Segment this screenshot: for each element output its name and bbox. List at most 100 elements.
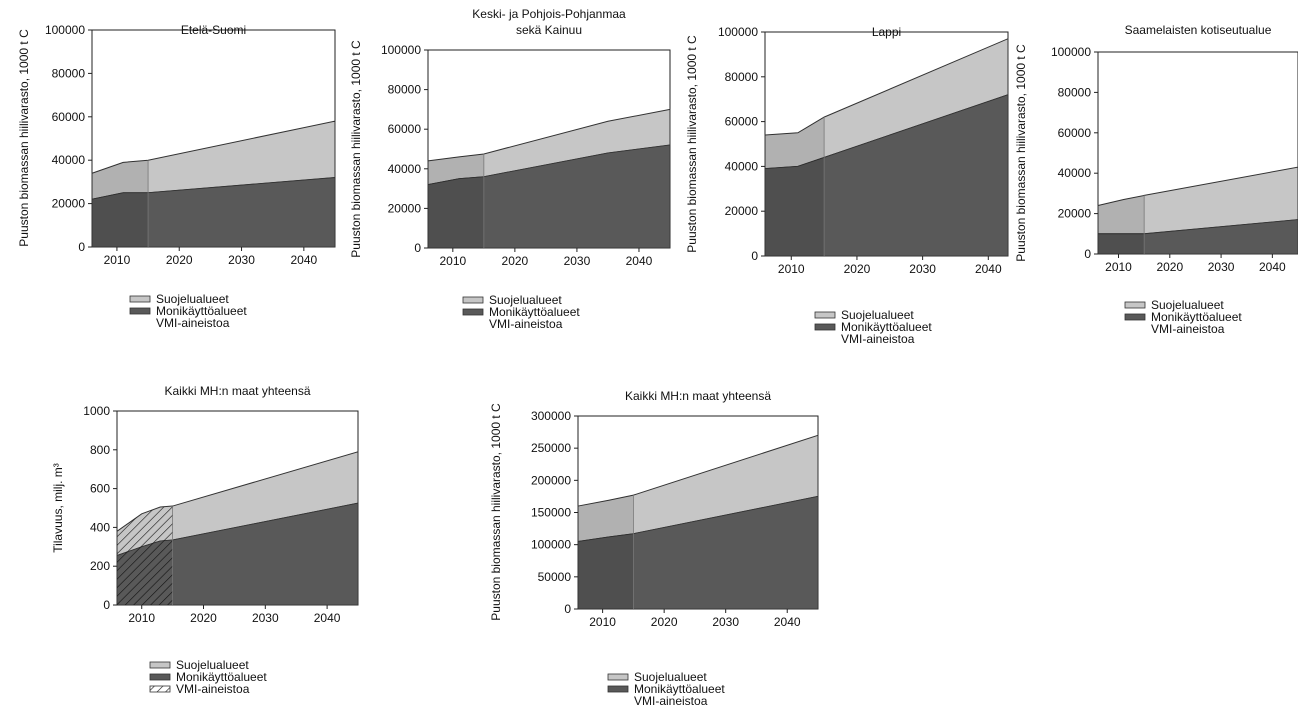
y-tick-label: 100000 xyxy=(381,43,421,57)
y-tick-label: 150000 xyxy=(531,506,571,520)
chart-title: Kaikki MH:n maat yhteensä xyxy=(625,389,771,403)
vmi-period-overlay xyxy=(578,495,634,609)
y-tick-label: 80000 xyxy=(388,83,422,97)
legend-label: VMI-aineistoa xyxy=(1151,322,1225,336)
legend-swatch xyxy=(129,295,151,303)
x-tick-label: 2010 xyxy=(439,254,466,268)
legend-swatch-hatched xyxy=(149,685,171,693)
y-tick-label: 300000 xyxy=(531,409,571,423)
y-tick-label: 0 xyxy=(564,602,571,616)
y-tick-label: 60000 xyxy=(388,122,422,136)
x-tick-label: 2030 xyxy=(909,262,936,276)
legend-label: Suojelualueet xyxy=(156,292,229,306)
y-tick-label: 80000 xyxy=(52,66,86,80)
x-tick-label: 2030 xyxy=(712,615,739,629)
legend-label: Suojelualueet xyxy=(176,658,249,672)
legend-label: VMI-aineistoa xyxy=(489,317,563,331)
legend-swatch xyxy=(814,311,836,319)
y-tick-label: 100000 xyxy=(1051,45,1091,59)
legend-swatch xyxy=(129,307,151,315)
legend-label: Monikäyttöalueet xyxy=(634,682,725,696)
y-tick-label: 80000 xyxy=(1058,85,1092,99)
legend-label: VMI-aineistoa xyxy=(176,682,250,696)
legend-label: Suojelualueet xyxy=(1151,298,1224,312)
x-tick-label: 2040 xyxy=(1259,260,1286,274)
y-tick-label: 0 xyxy=(78,240,85,254)
y-tick-label: 200000 xyxy=(531,473,571,487)
legend-label: Suojelualueet xyxy=(489,293,562,307)
x-tick-label: 2040 xyxy=(626,254,653,268)
x-tick-label: 2040 xyxy=(774,615,801,629)
chart-title-line: Keski- ja Pohjois-Pohjanmaa xyxy=(472,7,626,21)
y-tick-label: 20000 xyxy=(1058,207,1092,221)
y-tick-label: 20000 xyxy=(52,197,86,211)
x-tick-label: 2010 xyxy=(104,253,131,267)
y-tick-label: 60000 xyxy=(1058,126,1092,140)
chart-title: Etelä-Suomi xyxy=(181,23,246,37)
y-tick-label: 20000 xyxy=(388,201,422,215)
y-tick-label: 100000 xyxy=(45,23,85,37)
chart-panel-2: 0 20000 40000 60000 80000 100000 2010 2020 2030 2… xyxy=(349,7,671,331)
y-tick-label: 80000 xyxy=(725,70,759,84)
chart-title: Lappi xyxy=(872,25,901,39)
chart-panel-6: 0 50000 100000 150000 200000 250000 300000 2010… xyxy=(489,389,819,708)
y-axis-label: Puuston biomassan hiilivarasto, 1000 t C xyxy=(489,403,503,621)
chart-title: Kaikki MH:n maat yhteensä xyxy=(164,384,310,398)
x-tick-label: 2020 xyxy=(651,615,678,629)
legend-label: Monikäyttöalueet xyxy=(176,670,267,684)
y-tick-label: 600 xyxy=(90,482,110,496)
legend-swatch xyxy=(607,673,629,681)
vmi-period-hatch xyxy=(117,506,173,605)
legend-label: VMI-aineistoa xyxy=(634,694,708,708)
y-axis-label: Puuston biomassan hiilivarasto, 1000 t C xyxy=(1014,44,1028,262)
y-axis-label: Tilavuus, milj. m³ xyxy=(51,463,65,553)
x-tick-label: 2010 xyxy=(778,262,805,276)
chart-panel-5: 0 200 400 600 800 1000 2010 2020 2030 2040 Kaikki … xyxy=(51,384,359,696)
y-tick-label: 60000 xyxy=(725,115,759,129)
legend: SuojelualueetMonikäyttöalueetVMI-aineist… xyxy=(607,670,725,708)
x-tick-label: 2040 xyxy=(290,253,317,267)
y-tick-label: 1000 xyxy=(83,404,110,418)
x-tick-label: 2020 xyxy=(844,262,871,276)
legend-label: Suojelualueet xyxy=(841,308,914,322)
legend: SuojelualueetMonikäyttöalueetVMI-aineist… xyxy=(462,293,580,331)
y-tick-label: 20000 xyxy=(725,204,759,218)
series-area-monikayttoalueet xyxy=(427,144,671,249)
legend-swatch xyxy=(462,296,484,304)
x-tick-label: 2010 xyxy=(1105,260,1132,274)
y-tick-label: 0 xyxy=(414,241,421,255)
x-tick-label: 2030 xyxy=(564,254,591,268)
y-tick-label: 60000 xyxy=(52,110,86,124)
y-tick-label: 0 xyxy=(1084,247,1091,261)
legend-swatch xyxy=(814,323,836,331)
y-tick-label: 250000 xyxy=(531,441,571,455)
vmi-period-overlay xyxy=(92,160,149,247)
x-tick-label: 2040 xyxy=(314,611,341,625)
legend-swatch xyxy=(1124,313,1146,321)
legend-label: Suojelualueet xyxy=(634,670,707,684)
vmi-period-overlay xyxy=(1098,195,1145,254)
y-axis-label: Puuston biomassan hiilivarasto, 1000 t C xyxy=(349,40,363,258)
chart-panel-3: 0 20000 40000 60000 80000 100000 2010 2020 2030 2… xyxy=(685,25,1009,346)
y-tick-label: 100000 xyxy=(531,538,571,552)
x-tick-label: 2010 xyxy=(589,615,616,629)
y-tick-label: 50000 xyxy=(538,570,572,584)
x-tick-label: 2040 xyxy=(975,262,1002,276)
y-tick-label: 400 xyxy=(90,520,110,534)
legend-swatch xyxy=(149,673,171,681)
legend-label: Monikäyttöalueet xyxy=(489,305,580,319)
legend-swatch xyxy=(149,661,171,669)
x-tick-label: 2030 xyxy=(1208,260,1235,274)
legend-label: Monikäyttöalueet xyxy=(156,304,247,318)
chart-panel-4: 0 20000 40000 60000 80000 100000 2010 2020 2030 2… xyxy=(1014,23,1298,336)
vmi-period-overlay xyxy=(765,117,825,257)
y-tick-label: 800 xyxy=(90,443,110,457)
chart-title: Saamelaisten kotiseutualue xyxy=(1125,23,1272,37)
y-tick-label: 40000 xyxy=(1058,166,1092,180)
y-axis-label: Puuston biomassan hiilivarasto, 1000 t C xyxy=(17,29,31,247)
legend: SuojelualueetMonikäyttöalueetVMI-aineist… xyxy=(1124,298,1242,336)
chart-title-line: sekä Kainuu xyxy=(516,23,582,37)
y-tick-label: 100000 xyxy=(718,25,758,39)
x-tick-label: 2020 xyxy=(502,254,529,268)
